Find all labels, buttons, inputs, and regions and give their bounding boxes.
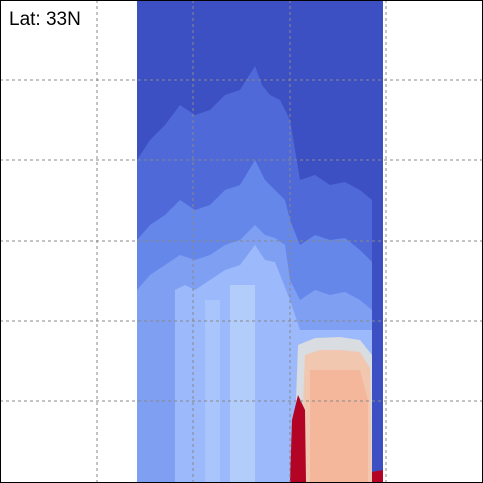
panel-label: Lat: 33N bbox=[9, 9, 81, 30]
